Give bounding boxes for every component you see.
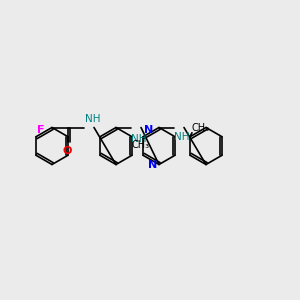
- Text: F: F: [37, 125, 44, 135]
- Text: NH: NH: [131, 134, 146, 143]
- Text: NH: NH: [174, 133, 190, 142]
- Text: N: N: [148, 160, 157, 170]
- Text: N: N: [144, 125, 153, 135]
- Text: CH₃: CH₃: [192, 123, 210, 133]
- Text: CH₃: CH₃: [132, 140, 150, 150]
- Text: O: O: [62, 146, 72, 155]
- Text: NH: NH: [85, 113, 100, 124]
